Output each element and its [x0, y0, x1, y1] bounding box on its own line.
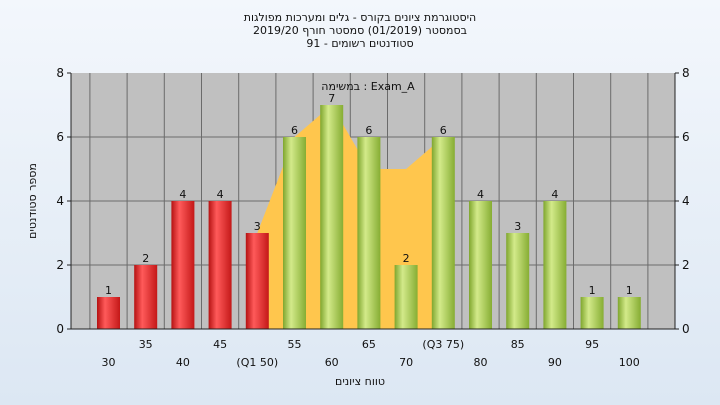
bar-70	[394, 265, 418, 329]
bar-30	[97, 297, 120, 329]
x-tick-label-1: 35	[139, 338, 153, 351]
bar-label-45: 4	[217, 188, 224, 201]
x-tick-label-8: 70	[399, 356, 413, 369]
y-tick-label-left-8: 8	[56, 66, 64, 80]
axes	[67, 72, 679, 330]
bar-label-60: 7	[328, 92, 335, 105]
y-tick-label-left-4: 4	[56, 194, 64, 208]
x-tick-label-13: 95	[585, 338, 599, 351]
bar-label-85: 3	[514, 220, 521, 233]
x-tick-label-4: (Q1 50)	[236, 356, 278, 369]
y-tick-label-right-2: 2	[682, 258, 690, 272]
x-tick-label-6: 60	[325, 356, 339, 369]
x-tick-label-12: 90	[548, 356, 562, 369]
bar-35	[134, 265, 158, 329]
bar-95	[580, 297, 604, 329]
chart-title-line-2: בסמסטר (01/2019) סמסטר חורף 2019/20	[253, 24, 467, 37]
y-tick-label-left-6: 6	[56, 130, 64, 144]
chart-title-line-1: היסטוגרמת ציונים בקורס - גלים ומערכות מפ…	[244, 11, 476, 24]
y-tick-label-right-6: 6	[682, 130, 690, 144]
chart-subtitle: במשימה : Exam_A	[321, 80, 415, 93]
bar-label-30: 1	[105, 284, 112, 297]
bar-label-70: 2	[403, 252, 410, 265]
bar-label-95: 1	[589, 284, 596, 297]
bar-label-90: 4	[551, 188, 558, 201]
y-tick-label-left-0: 0	[56, 322, 64, 336]
bar-label-(Q1 50): 3	[254, 220, 261, 233]
x-tick-label-5: 55	[288, 338, 302, 351]
bars	[97, 105, 641, 329]
bar-85	[506, 233, 530, 329]
bar-label-35: 2	[142, 252, 149, 265]
x-tick-labels: 30 35 40 45 (Q1 50) 55 60 65 70 (Q3 75) 80 85 90 95 10…	[102, 338, 640, 369]
x-tick-label-0: 30	[102, 356, 116, 369]
bar-45	[208, 201, 232, 329]
x-axis-label: טווח ציונים	[335, 375, 385, 388]
x-tick-label-3: 45	[213, 338, 227, 351]
bar-value-labels: 1 2 4 4 3 6 7 6 2 6 4 3 4 1 1	[105, 92, 633, 297]
bar-label-80: 4	[477, 188, 484, 201]
x-tick-label-11: 85	[511, 338, 525, 351]
bar-40	[171, 201, 195, 329]
y-axis-label: מספר סטודנטים	[26, 163, 39, 239]
bar-label-100: 1	[626, 284, 633, 297]
y-tick-labels-right: 0 2 4 6 8	[682, 66, 690, 336]
bar-100	[617, 297, 641, 329]
x-tick-label-9: (Q3 75)	[422, 338, 464, 351]
chart-title-line-3: סטודנטים רשומים - 91	[306, 37, 413, 50]
bar-label-(Q3 75): 6	[440, 124, 447, 137]
y-tick-label-left-2: 2	[56, 258, 64, 272]
y-tick-labels-left: 0 2 4 6 8	[56, 66, 64, 336]
bar-(Q1 50)	[245, 233, 269, 329]
bar-80	[469, 201, 492, 329]
y-tick-label-right-4: 4	[682, 194, 690, 208]
bar-65	[357, 137, 381, 329]
x-tick-label-2: 40	[176, 356, 190, 369]
bar-90	[543, 201, 567, 329]
bar-55	[283, 137, 306, 329]
x-tick-label-14: 100	[619, 356, 640, 369]
bar-(Q3 75)	[431, 137, 455, 329]
bar-label-55: 6	[291, 124, 298, 137]
bar-label-40: 4	[179, 188, 186, 201]
x-tick-label-7: 65	[362, 338, 376, 351]
chart-title: היסטוגרמת ציונים בקורס - גלים ומערכות מפ…	[244, 11, 476, 50]
x-tick-label-10: 80	[474, 356, 488, 369]
y-tick-label-right-8: 8	[682, 66, 690, 80]
bar-label-65: 6	[365, 124, 372, 137]
y-tick-label-right-0: 0	[682, 322, 690, 336]
bar-60	[320, 105, 344, 329]
